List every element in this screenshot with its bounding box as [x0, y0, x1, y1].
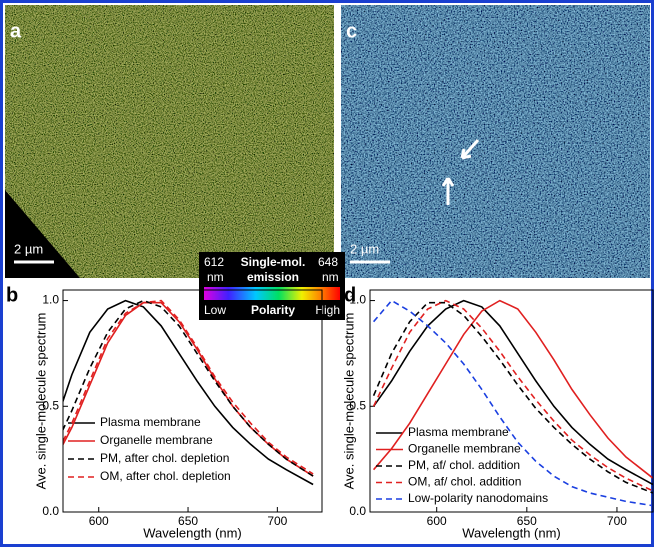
panel-label: c — [346, 20, 357, 42]
legend-label: Organelle membrane — [100, 433, 213, 447]
legend-label: Plasma membrane — [408, 425, 509, 439]
plot-frame — [62, 289, 323, 513]
series-line — [372, 299, 653, 507]
colorbar: 612 nm 648 nm Single-mol. emission Low P… — [199, 252, 345, 320]
colorbar-text: nm — [322, 270, 339, 284]
colorbar-text: 612 — [204, 255, 224, 269]
image-a-dark-corner — [5, 190, 80, 278]
x-tick-label: 650 — [178, 514, 198, 528]
y-tick-label: 1.0 — [42, 293, 59, 307]
legend-label: Plasma membrane — [100, 415, 201, 429]
colorbar-title: Single-mol. — [241, 255, 306, 269]
image-a — [5, 5, 334, 278]
colorbar-text: 648 — [318, 255, 338, 269]
panel-label: d — [344, 284, 356, 306]
legend-label: PM, after chol. depletion — [100, 451, 229, 465]
x-axis-label: Wavelength (nm) — [462, 525, 561, 540]
arrow — [460, 139, 480, 160]
x-tick-label: 700 — [607, 514, 627, 528]
series-line — [63, 299, 314, 477]
legend-label: OM, after chol. depletion — [100, 469, 231, 483]
colorbar-gradient — [204, 287, 340, 300]
colorbar-text: High — [315, 303, 340, 317]
scale-bar-label: 2 µm — [14, 241, 43, 256]
legend-label: Low-polarity nanodomains — [408, 491, 548, 505]
series-line — [372, 299, 653, 479]
image-c — [341, 5, 650, 278]
panel-label: b — [6, 284, 18, 306]
series-line — [372, 299, 653, 486]
legend-label: Organelle membrane — [408, 442, 521, 456]
colorbar-title: emission — [247, 270, 299, 284]
y-tick-label: 0.5 — [349, 398, 366, 412]
colorbar-text: Polarity — [251, 303, 295, 317]
y-tick-label: 0.0 — [42, 504, 59, 518]
colorbar-text: nm — [207, 270, 224, 284]
y-axis-label: Ave. single-molecule spectrum — [33, 313, 48, 490]
panel-label: a — [10, 20, 22, 42]
x-axis-label: Wavelength (nm) — [143, 525, 242, 540]
scale-bar-label: 2 µm — [350, 241, 379, 256]
y-axis-label: Ave. single-molecule spectrum — [341, 313, 356, 490]
legend-label: OM, af/ chol. addition — [408, 475, 521, 489]
y-tick-label: 1.0 — [349, 293, 366, 307]
series-line — [63, 299, 314, 475]
plot-frame — [369, 289, 654, 513]
y-tick-label: 0.0 — [349, 504, 366, 518]
arrow — [441, 177, 455, 205]
colorbar-text: Low — [204, 303, 226, 317]
x-tick-label: 600 — [427, 514, 447, 528]
series-line — [63, 299, 314, 486]
legend-label: PM, af/ chol. addition — [408, 458, 520, 472]
x-tick-label: 600 — [89, 514, 109, 528]
x-tick-label: 700 — [267, 514, 287, 528]
series-line — [372, 301, 653, 494]
x-tick-label: 650 — [517, 514, 537, 528]
y-tick-label: 0.5 — [42, 398, 59, 412]
series-line — [372, 299, 653, 492]
colorbar-box — [199, 252, 345, 320]
